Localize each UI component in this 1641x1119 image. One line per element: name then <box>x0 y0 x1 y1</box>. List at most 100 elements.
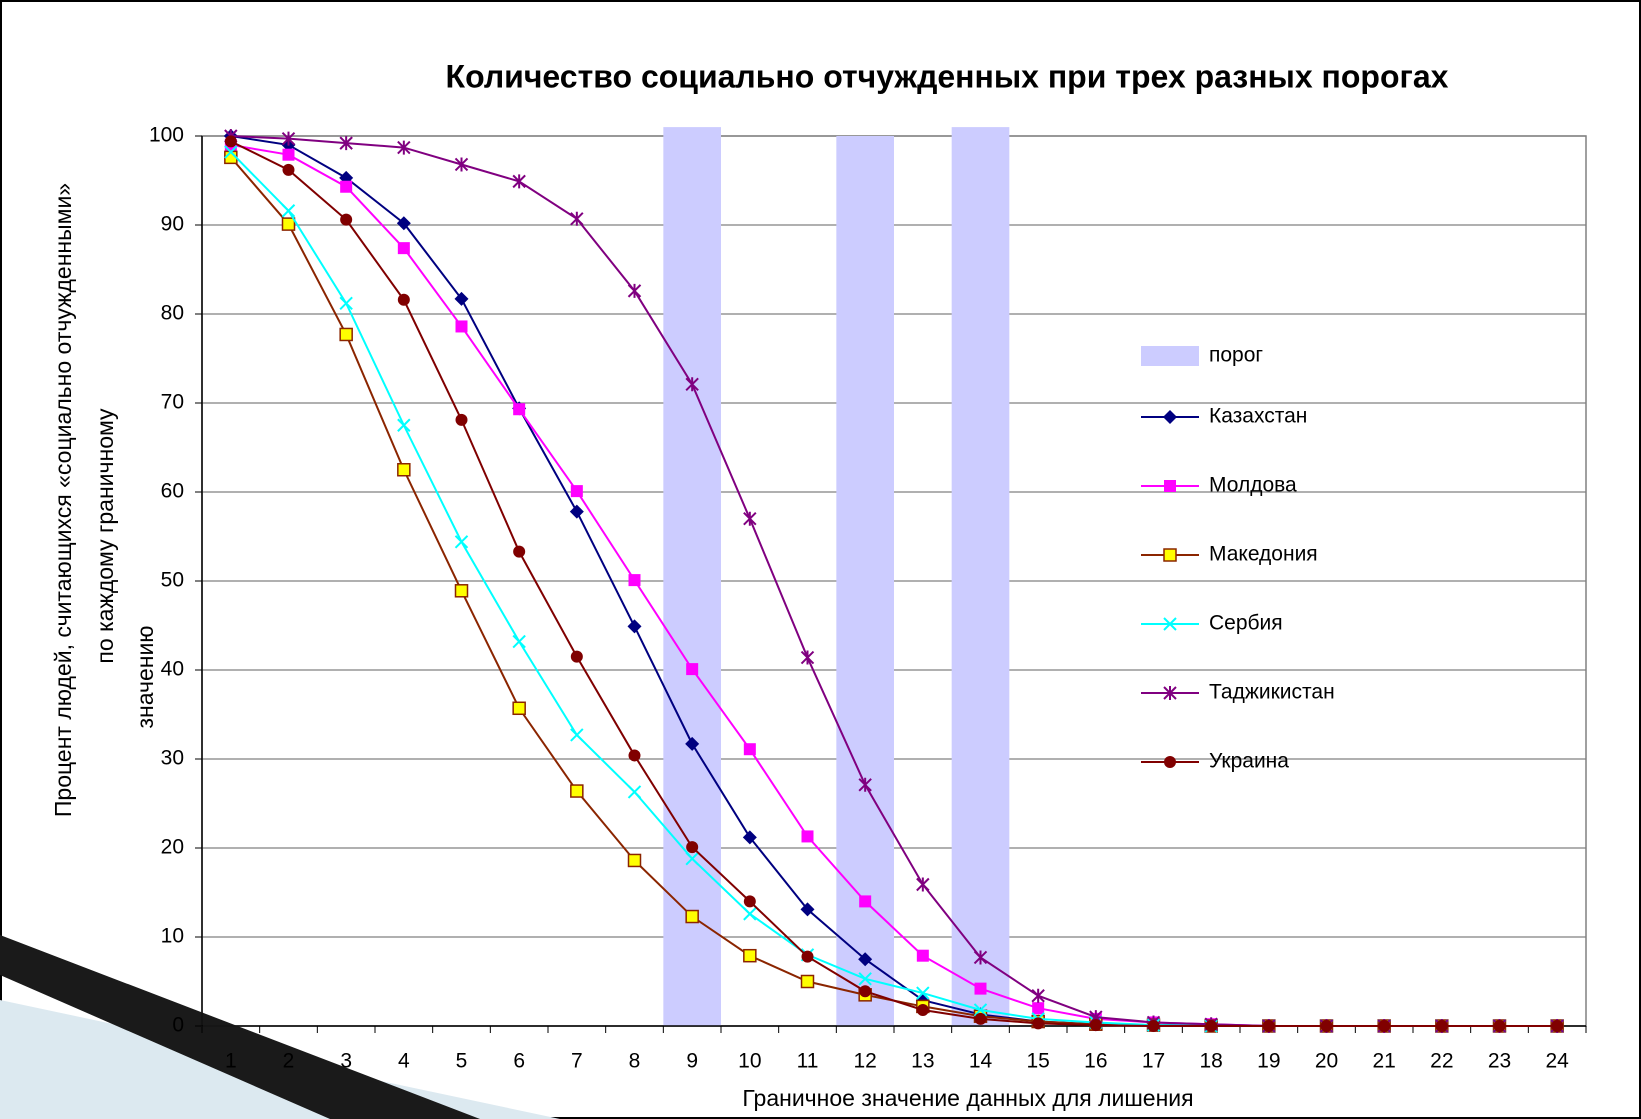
x-tick-label: 3 <box>340 1050 352 1073</box>
data-point <box>974 982 987 995</box>
x-tick-label: 17 <box>1142 1050 1165 1073</box>
data-point <box>512 174 526 189</box>
data-point <box>1435 1020 1448 1032</box>
y-axis-title: Процент людей, считающихся «социально от… <box>50 183 76 817</box>
x-tick-label: 23 <box>1488 1050 1511 1073</box>
y-axis-title: по каждому граничному <box>92 408 118 664</box>
x-tick-label: 6 <box>513 1050 525 1073</box>
data-point <box>339 136 353 151</box>
x-tick-label: 2 <box>283 1050 295 1073</box>
data-point <box>916 1003 929 1016</box>
decor-dark <box>0 935 480 1119</box>
data-point <box>397 242 410 255</box>
legend-marker <box>1163 548 1177 562</box>
x-tick-label: 14 <box>969 1050 993 1073</box>
data-point <box>916 877 930 892</box>
data-point <box>570 728 584 742</box>
x-tick-label: 24 <box>1545 1050 1569 1073</box>
data-point <box>396 216 411 231</box>
y-axis-title: значению <box>132 625 158 728</box>
threshold-bar <box>836 136 894 1026</box>
data-point <box>628 749 641 762</box>
data-point <box>455 320 468 333</box>
data-point <box>569 504 584 519</box>
chart-title: Количество социально отчужденных при тре… <box>446 58 1449 94</box>
data-point <box>1320 1020 1333 1032</box>
data-point <box>282 148 295 161</box>
x-tick-label: 16 <box>1084 1050 1107 1073</box>
legend-marker <box>1163 686 1177 700</box>
data-point <box>281 204 296 218</box>
legend-label: Молдова <box>1209 474 1297 497</box>
data-point <box>454 291 469 306</box>
data-point <box>743 907 757 921</box>
data-point <box>742 830 757 845</box>
data-point <box>513 545 526 558</box>
x-tick-label: 21 <box>1372 1050 1395 1073</box>
data-point <box>859 895 872 908</box>
data-point <box>627 619 642 634</box>
data-point <box>1493 1020 1506 1032</box>
y-tick-label: 60 <box>161 480 184 503</box>
x-tick-label: 15 <box>1026 1050 1049 1073</box>
x-tick-label: 13 <box>911 1050 934 1073</box>
data-point <box>974 1012 987 1025</box>
x-tick-label: 19 <box>1257 1050 1280 1073</box>
data-point <box>282 163 295 176</box>
data-point <box>800 974 815 989</box>
data-point <box>685 377 699 392</box>
data-point <box>570 485 583 498</box>
data-point <box>916 986 930 1000</box>
x-tick-label: 18 <box>1199 1050 1222 1073</box>
x-tick-label: 12 <box>853 1050 876 1073</box>
data-point <box>397 463 411 477</box>
legend-label: Таджикистан <box>1209 681 1335 704</box>
y-tick-label: 10 <box>161 925 184 948</box>
data-point <box>224 135 237 148</box>
data-point <box>685 736 700 751</box>
data-point <box>281 217 296 231</box>
x-tick-label: 1 <box>225 1050 237 1073</box>
legend-label: Украина <box>1209 750 1289 773</box>
y-tick-label: 50 <box>161 569 184 592</box>
data-point <box>339 327 353 342</box>
data-point <box>858 972 872 986</box>
data-point <box>512 701 526 716</box>
x-tick-label: 22 <box>1430 1050 1453 1073</box>
threshold-bar <box>663 127 721 1027</box>
data-point <box>1032 1017 1045 1030</box>
series-line <box>230 140 1558 1027</box>
data-point <box>800 902 815 917</box>
data-point <box>1147 1020 1160 1032</box>
data-point <box>858 952 873 967</box>
data-point <box>801 950 814 963</box>
data-point <box>454 157 469 172</box>
data-point <box>340 213 353 226</box>
data-point <box>570 211 584 226</box>
threshold-bar <box>951 127 1010 1027</box>
y-tick-label: 30 <box>161 747 184 770</box>
data-point <box>455 413 468 426</box>
y-tick-label: 100 <box>149 124 184 147</box>
data-point <box>454 535 469 549</box>
data-point <box>859 985 872 998</box>
x-tick-label: 5 <box>456 1050 468 1073</box>
data-point <box>627 853 642 868</box>
data-point <box>627 283 642 298</box>
data-point <box>397 293 410 306</box>
data-point <box>916 949 929 962</box>
x-tick-label: 7 <box>571 1050 583 1073</box>
x-tick-label: 9 <box>686 1050 698 1073</box>
data-point <box>627 785 642 799</box>
data-point <box>1262 1020 1275 1032</box>
y-tick-label: 0 <box>172 1014 184 1037</box>
data-point <box>743 511 757 526</box>
data-point <box>858 777 872 792</box>
legend-marker <box>1163 410 1177 424</box>
data-point <box>281 131 296 146</box>
x-tick-label: 8 <box>629 1050 641 1073</box>
legend-marker <box>1163 617 1177 631</box>
legend-marker <box>1164 756 1176 768</box>
